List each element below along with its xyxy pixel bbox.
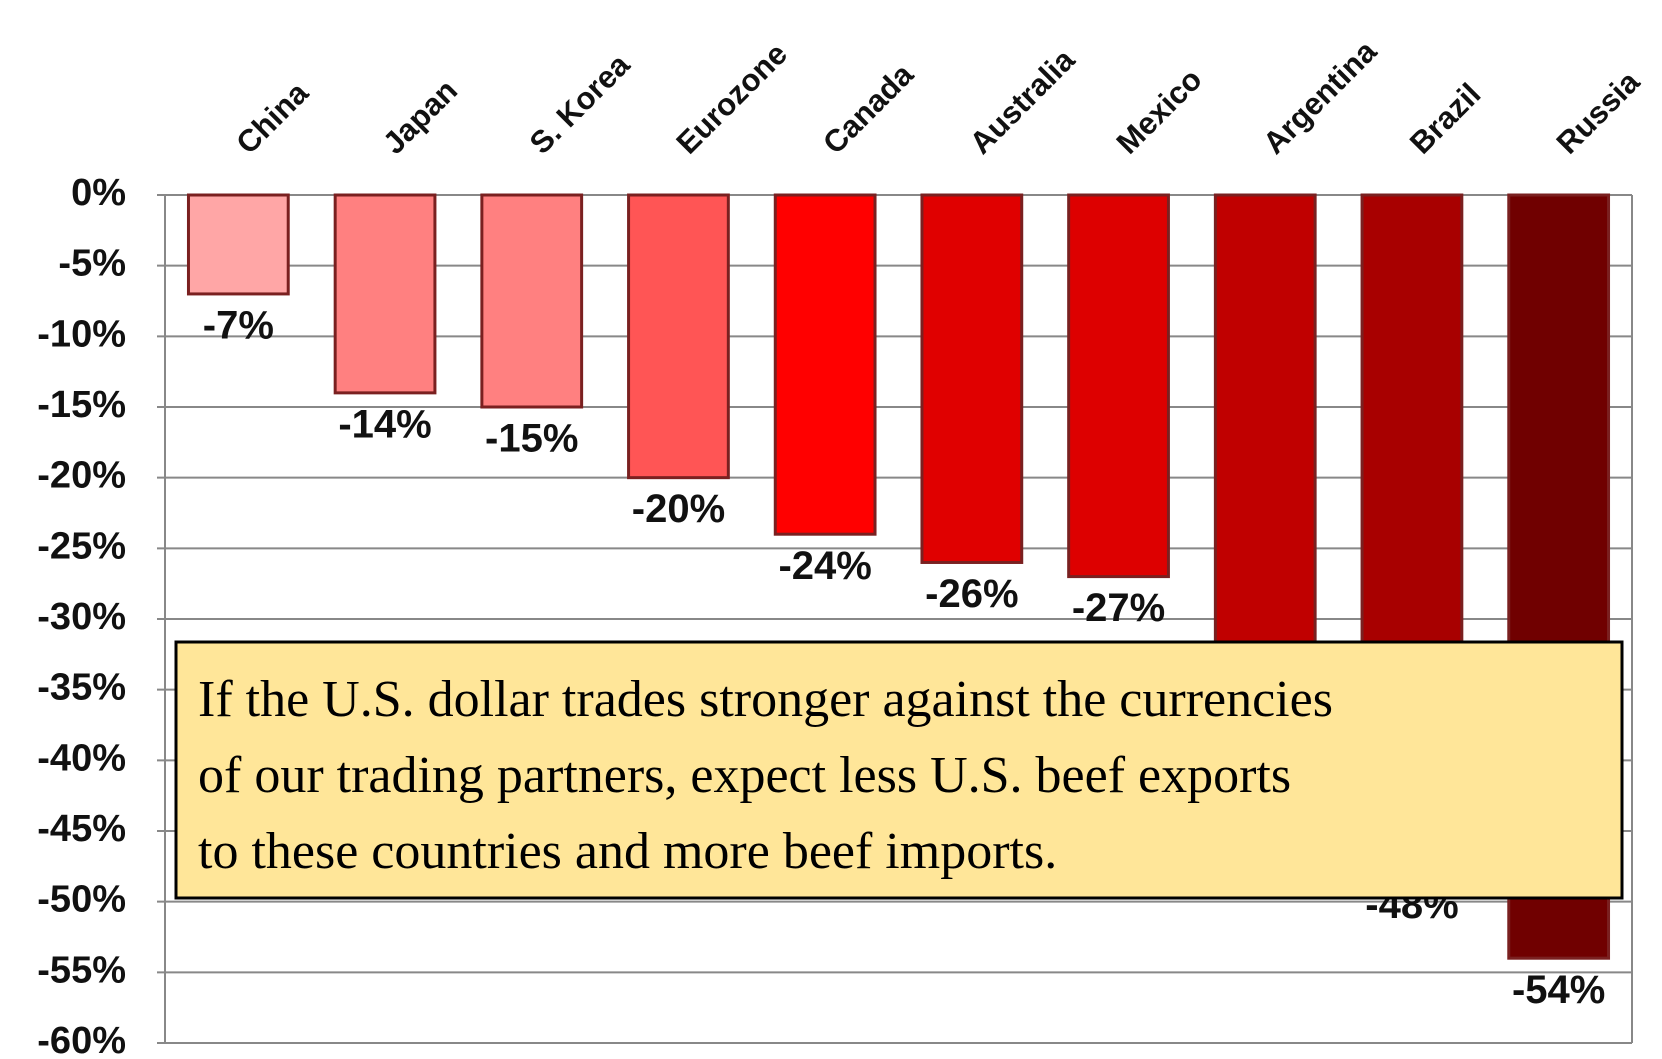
x-tick-label: Japan — [376, 73, 464, 161]
y-tick-label: -25% — [37, 525, 126, 567]
annotation-text: to these countries and more beef imports… — [198, 823, 1057, 880]
bar — [1067, 193, 1170, 579]
y-tick-label: -15% — [37, 384, 126, 426]
bar — [333, 193, 437, 395]
y-tick-label: 0% — [71, 172, 126, 214]
annotation-text: of our trading partners, expect less U.S… — [198, 747, 1291, 804]
x-tick-label: Brazil — [1403, 76, 1487, 160]
value-label: -14% — [338, 402, 431, 446]
bar — [627, 193, 730, 480]
bar — [480, 193, 584, 409]
value-label: -54% — [1512, 968, 1605, 1012]
value-label: -27% — [1072, 586, 1165, 630]
bar — [186, 193, 290, 296]
bar — [920, 193, 1024, 564]
y-tick-label: -20% — [37, 455, 126, 497]
y-tick-label: -40% — [37, 737, 126, 779]
bar — [773, 193, 877, 536]
x-tick-label: Argentina — [1256, 33, 1384, 161]
y-tick-label: -45% — [37, 808, 126, 850]
value-label: -7% — [203, 303, 274, 347]
x-tick-label: Australia — [963, 42, 1082, 161]
value-label: -24% — [778, 544, 871, 588]
x-tick-label: S. Korea — [523, 47, 637, 161]
annotation-text: If the U.S. dollar trades stronger again… — [198, 671, 1333, 728]
x-tick-label: Russia — [1550, 64, 1647, 161]
y-tick-label: -30% — [37, 596, 126, 638]
value-label: -15% — [485, 417, 578, 461]
x-tick-label: China — [229, 75, 315, 161]
value-label: -26% — [925, 572, 1018, 616]
y-tick-label: -60% — [37, 1020, 126, 1059]
x-tick-label: Canada — [816, 56, 920, 160]
y-tick-label: -5% — [58, 243, 126, 285]
y-tick-label: -10% — [37, 313, 126, 355]
x-tick-label: Eurozone — [669, 36, 794, 161]
y-tick-label: -50% — [37, 879, 126, 921]
value-label: -20% — [632, 487, 725, 531]
y-tick-label: -35% — [37, 667, 126, 709]
annotation-box — [174, 640, 1624, 900]
y-tick-label: -55% — [37, 949, 126, 991]
x-tick-label: Mexico — [1110, 62, 1209, 161]
